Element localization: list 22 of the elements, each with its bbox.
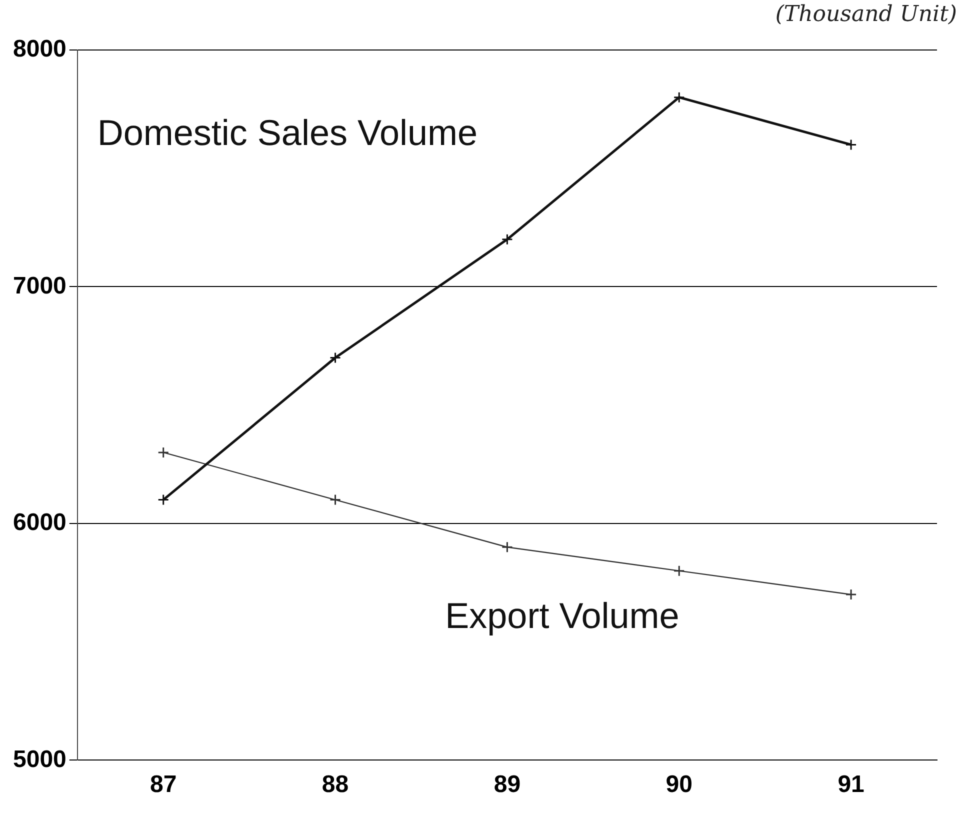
y-tick-label: 6000 [13,509,66,536]
point [330,352,342,364]
point [845,138,857,150]
point [845,588,857,600]
y-tick-label: 5000 [13,746,66,773]
x-tick-label: 90 [666,771,692,798]
point [501,541,513,553]
y-tick-label: 7000 [13,272,66,300]
x-tick-label: 87 [150,771,177,798]
point [158,446,170,458]
text: Domestic Sales Volume [97,112,478,154]
x-tick-label: 88 [322,771,349,798]
text: (Thousand Unit) [775,2,957,27]
point [673,565,685,577]
point [158,494,170,506]
y-tick-label: 8000 [13,36,66,63]
point [673,92,685,104]
point [501,234,513,246]
x-tick-label: 91 [838,771,864,798]
point [330,494,342,506]
x-tick-label: 89 [494,771,521,798]
series-label: Export Volume [445,595,680,636]
